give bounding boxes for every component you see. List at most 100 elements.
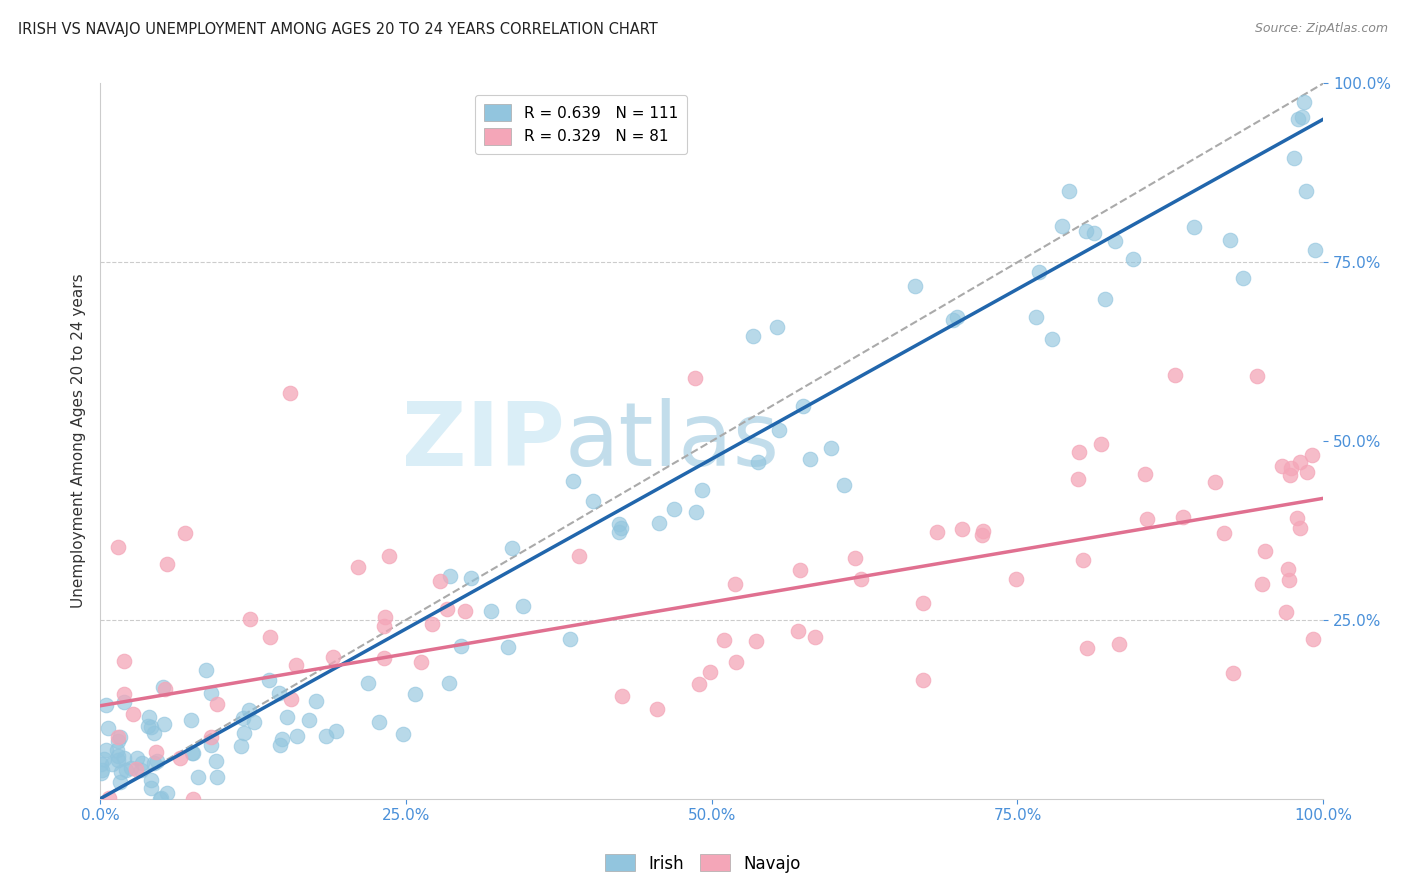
Point: [1164, 368, 1187, 383]
Point: [747, 455, 769, 469]
Point: [946, 310, 969, 324]
Point: [1212, 525, 1234, 540]
Legend: R = 0.639   N = 111, R = 0.329   N = 81: R = 0.639 N = 111, R = 0.329 N = 81: [475, 95, 688, 154]
Point: [200, 730, 222, 744]
Point: [373, 651, 395, 665]
Point: [325, 723, 347, 738]
Point: [789, 563, 811, 577]
Point: [713, 633, 735, 648]
Point: [153, 717, 176, 731]
Point: [110, 765, 132, 780]
Point: [280, 692, 302, 706]
Point: [820, 441, 842, 455]
Point: [136, 719, 159, 733]
Point: [685, 505, 707, 519]
Point: [558, 632, 581, 646]
Point: [832, 478, 855, 492]
Point: [112, 654, 135, 668]
Point: [1090, 437, 1112, 451]
Point: [180, 713, 202, 727]
Point: [1083, 226, 1105, 240]
Point: [114, 763, 136, 777]
Point: [496, 640, 519, 654]
Point: [1219, 233, 1241, 247]
Point: [105, 743, 128, 757]
Point: [950, 522, 973, 536]
Point: [1071, 552, 1094, 566]
Point: [851, 572, 873, 586]
Point: [1222, 665, 1244, 680]
Point: [90, 766, 112, 780]
Point: [139, 721, 162, 735]
Point: [690, 483, 713, 498]
Point: [232, 711, 254, 725]
Point: [1278, 573, 1301, 587]
Point: [91, 763, 114, 777]
Point: [1005, 572, 1028, 586]
Point: [346, 559, 368, 574]
Point: [156, 786, 179, 800]
Point: [141, 781, 163, 796]
Legend: Irish, Navajo: Irish, Navajo: [598, 847, 808, 880]
Point: [688, 677, 710, 691]
Point: [512, 599, 534, 614]
Point: [257, 673, 280, 688]
Point: [284, 658, 307, 673]
Point: [131, 756, 153, 770]
Point: [1291, 110, 1313, 124]
Point: [1271, 459, 1294, 474]
Point: [647, 702, 669, 716]
Point: [145, 745, 167, 759]
Point: [322, 649, 344, 664]
Point: [373, 610, 395, 624]
Point: [972, 524, 994, 539]
Point: [450, 639, 472, 653]
Point: [768, 423, 790, 437]
Point: [1067, 472, 1090, 486]
Point: [205, 754, 228, 768]
Point: [150, 790, 173, 805]
Point: [229, 739, 252, 753]
Point: [1133, 467, 1156, 481]
Point: [194, 663, 217, 677]
Point: [1136, 512, 1159, 526]
Point: [437, 676, 460, 690]
Point: [409, 655, 432, 669]
Point: [1277, 562, 1299, 576]
Point: [1282, 151, 1305, 165]
Point: [404, 687, 426, 701]
Point: [912, 596, 935, 610]
Point: [180, 746, 202, 760]
Point: [107, 730, 129, 744]
Point: [112, 695, 135, 709]
Point: [725, 655, 748, 669]
Point: [1294, 95, 1316, 109]
Point: [391, 727, 413, 741]
Point: [1108, 637, 1130, 651]
Point: [121, 706, 143, 721]
Point: [243, 715, 266, 730]
Point: [107, 753, 129, 767]
Point: [607, 517, 630, 532]
Point: [699, 665, 721, 680]
Point: [1279, 468, 1302, 483]
Point: [804, 630, 827, 644]
Point: [501, 541, 523, 555]
Point: [1059, 184, 1081, 198]
Point: [562, 474, 585, 488]
Point: [107, 541, 129, 555]
Point: [481, 604, 503, 618]
Point: [420, 617, 443, 632]
Point: [582, 494, 605, 508]
Point: [942, 313, 965, 327]
Point: [93, 752, 115, 766]
Point: [96, 698, 118, 713]
Point: [200, 738, 222, 752]
Point: [787, 624, 810, 639]
Point: [129, 764, 152, 778]
Point: [1301, 449, 1323, 463]
Point: [460, 571, 482, 585]
Point: [107, 748, 129, 763]
Point: [181, 791, 204, 805]
Point: [205, 771, 228, 785]
